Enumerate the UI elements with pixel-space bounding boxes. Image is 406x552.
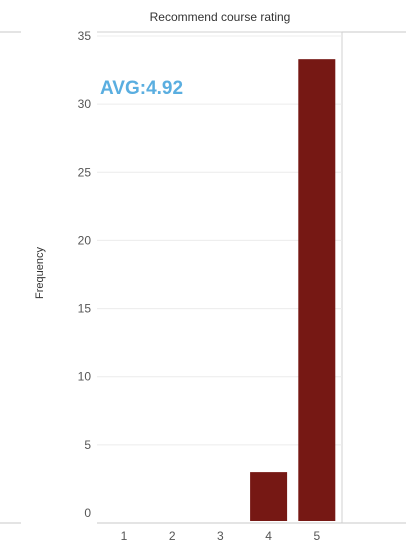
y-tick-label: 30 <box>78 97 92 111</box>
y-tick-label: 0 <box>84 506 91 520</box>
chart-title: Recommend course rating <box>150 10 291 24</box>
bar-rating-4[interactable] <box>250 472 288 521</box>
x-tick-label: 5 <box>313 529 320 543</box>
y-tick-labels: 0 5 10 15 20 25 30 35 <box>78 29 92 520</box>
y-tick-label: 5 <box>84 438 91 452</box>
y-tick-label: 20 <box>78 233 92 247</box>
bar-rating-5[interactable] <box>298 59 336 521</box>
y-axis-label: Frequency <box>34 247 46 299</box>
x-tick-labels: 1 2 3 4 5 <box>121 529 321 543</box>
x-tick-label: 2 <box>169 529 176 543</box>
y-tick-label: 10 <box>78 370 92 384</box>
average-annotation: AVG:4.92 <box>100 78 183 99</box>
y-tick-label: 25 <box>78 165 92 179</box>
x-tick-label: 1 <box>121 529 128 543</box>
x-tick-label: 4 <box>265 529 272 543</box>
bars <box>250 59 336 521</box>
x-tick-label: 3 <box>217 529 224 543</box>
y-tick-label: 35 <box>78 29 92 43</box>
y-tick-label: 15 <box>78 302 92 316</box>
